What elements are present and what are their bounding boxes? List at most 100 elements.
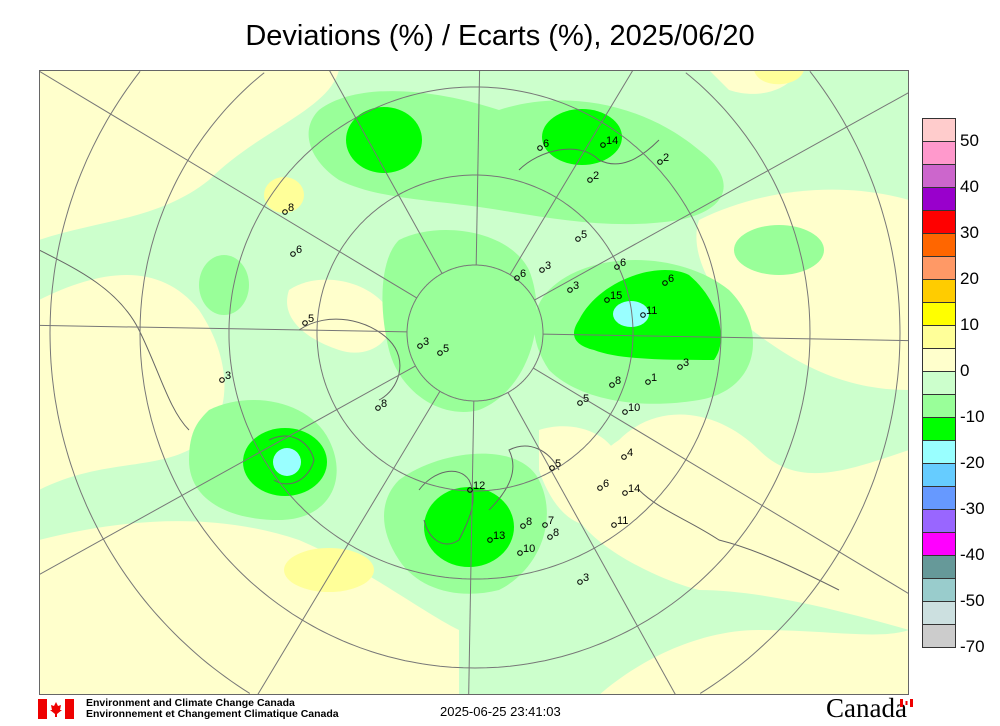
meridian-line: [475, 70, 481, 266]
legend-swatch: [922, 164, 956, 187]
station-marker: [520, 523, 526, 529]
legend-swatch: [922, 302, 956, 325]
station-value: 15: [610, 290, 622, 302]
station-value: 6: [668, 273, 674, 285]
legend-swatch: [922, 325, 956, 348]
coastlines: [39, 139, 840, 591]
station-value: 4: [627, 447, 633, 459]
station-marker: [417, 343, 423, 349]
station-value: 8: [526, 516, 532, 528]
meridian-line: [468, 400, 475, 695]
station-value: 10: [628, 402, 640, 414]
station-marker: [537, 145, 543, 151]
station-marker: [577, 579, 583, 585]
station-marker: [517, 550, 523, 556]
station-marker: [539, 267, 545, 273]
station-value: 3: [583, 572, 589, 584]
legend-swatch: [922, 532, 956, 555]
station-value: 2: [593, 170, 599, 182]
station-marker: [437, 350, 443, 356]
legend-label: -10: [960, 407, 985, 426]
station-value: 6: [520, 268, 526, 280]
station-value: 6: [620, 257, 626, 269]
latitude-circle: [49, 70, 251, 694]
legend-label: 0: [960, 361, 970, 380]
station-value: 3: [683, 357, 689, 369]
map-frame: [39, 70, 909, 695]
organization-name: Environment and Climate Change Canada En…: [86, 698, 339, 720]
legend-label: -70: [960, 637, 985, 656]
legend-label: 30: [960, 223, 979, 242]
station-marker: [375, 405, 381, 411]
generation-timestamp: 2025-06-25 23:41:03: [440, 704, 561, 719]
meridian-line: [257, 391, 441, 695]
station-value: 5: [583, 393, 589, 405]
station-marker: [547, 534, 553, 540]
yellow-zone: [284, 548, 374, 592]
legend-swatch: [922, 279, 956, 302]
latitude-circle: [685, 72, 811, 334]
station-value: 6: [603, 478, 609, 490]
org-name-fr: Environnement et Changement Climatique C…: [86, 708, 339, 720]
station-value: 3: [573, 280, 579, 292]
station-value: 6: [296, 244, 302, 256]
legend-swatch: [922, 118, 956, 141]
station-value: 5: [308, 313, 314, 325]
station-value: 5: [581, 229, 587, 241]
meridian-line: [507, 392, 677, 695]
station-value: 8: [288, 202, 294, 214]
chart-title: Deviations (%) / Ecarts (%), 2025/06/20: [245, 20, 755, 52]
station-value: 14: [606, 135, 618, 147]
station-marker: [604, 297, 610, 303]
station-marker: [575, 236, 581, 242]
station-value: 8: [381, 398, 387, 410]
station-marker: [487, 537, 493, 543]
legend-swatch: [922, 578, 956, 601]
legend-swatch: [922, 509, 956, 532]
latitude-circle: [406, 264, 544, 402]
station-value: 8: [553, 527, 559, 539]
station-marker: [514, 275, 520, 281]
latitude-circle: [699, 332, 901, 694]
station-marker: [549, 465, 555, 471]
legend-swatch: [922, 417, 956, 440]
legend-label: 50: [960, 131, 979, 150]
station-marker: [614, 264, 620, 270]
legend-swatch: [922, 394, 956, 417]
legend-swatch: [922, 601, 956, 624]
meridian-line: [328, 70, 443, 274]
station-marker: [467, 487, 473, 493]
legend-swatch: [922, 348, 956, 371]
legend-swatch: [922, 256, 956, 279]
meridian-line: [533, 367, 909, 595]
latitude-circle: [809, 70, 901, 334]
station-marker: [542, 522, 548, 528]
station-value: 13: [493, 530, 505, 542]
station-value: 7: [548, 515, 554, 527]
station-marker: [662, 280, 668, 286]
station-marker: [600, 142, 606, 148]
legend-label: -40: [960, 545, 985, 564]
station-marker: [567, 287, 573, 293]
yellow-zone: [264, 177, 304, 213]
station-value: 11: [617, 515, 628, 527]
station-value: 11: [646, 305, 657, 317]
legend-label: -30: [960, 499, 985, 518]
meridian-line: [509, 70, 634, 275]
latitude-circle: [228, 86, 722, 580]
station-marker: [645, 379, 651, 385]
color-legend: 50 40 30 20 10 0 -10 -20 -30 -40 -50 -70: [922, 118, 985, 656]
legend-label: 20: [960, 269, 979, 288]
canada-flag-icon: [38, 699, 74, 719]
station-marker: [290, 251, 296, 257]
station-marker: [657, 159, 663, 165]
legend-label: 40: [960, 177, 979, 196]
station-value: 12: [473, 480, 485, 492]
station-value: 3: [545, 260, 551, 272]
legend-swatch: [922, 371, 956, 394]
org-name-en: Environment and Climate Change Canada: [86, 697, 295, 709]
legend-swatch: [922, 624, 956, 648]
legend-swatch: [922, 486, 956, 509]
